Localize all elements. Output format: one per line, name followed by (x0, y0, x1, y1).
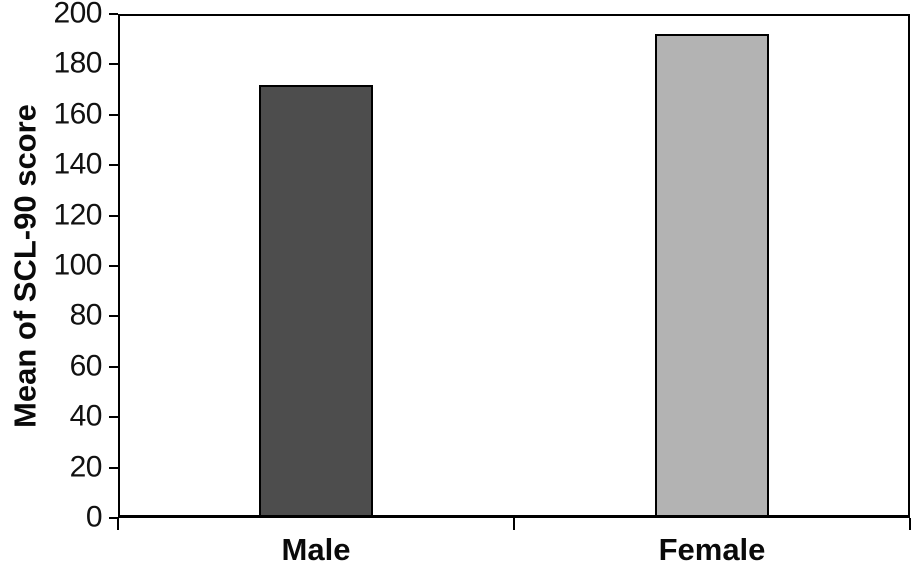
y-tick-label: 120 (53, 197, 102, 231)
y-tick-mark (109, 466, 118, 469)
y-tick-label: 140 (53, 147, 102, 181)
y-tick-mark (109, 164, 118, 167)
y-tick-label: 200 (53, 0, 102, 30)
y-tick-mark (109, 416, 118, 419)
y-tick-mark (109, 517, 118, 519)
y-tick-mark (109, 113, 118, 116)
y-tick-label: 20 (69, 449, 103, 483)
y-tick-mark (109, 365, 118, 368)
y-tick-label: 40 (69, 399, 103, 433)
x-category-label-female: Female (658, 532, 766, 567)
x-tick-mark (117, 518, 119, 530)
bar-male (259, 84, 373, 518)
y-tick-mark (109, 214, 118, 217)
y-tick-mark (109, 265, 118, 267)
y-tick-label: 60 (69, 349, 103, 383)
x-tick-mark (909, 518, 911, 530)
y-tick-mark (109, 315, 118, 318)
y-tick-label: 160 (53, 97, 102, 131)
y-tick-label: 0 (85, 500, 103, 534)
y-tick-label: 180 (53, 46, 102, 80)
bar-female (655, 34, 769, 518)
y-tick-mark (109, 63, 118, 66)
y-tick-mark (109, 13, 118, 15)
x-tick-mark (513, 518, 515, 530)
plot-area (118, 14, 910, 518)
x-category-label-male: Male (281, 532, 351, 567)
y-tick-label: 100 (53, 248, 102, 282)
y-tick-label: 80 (69, 298, 103, 332)
